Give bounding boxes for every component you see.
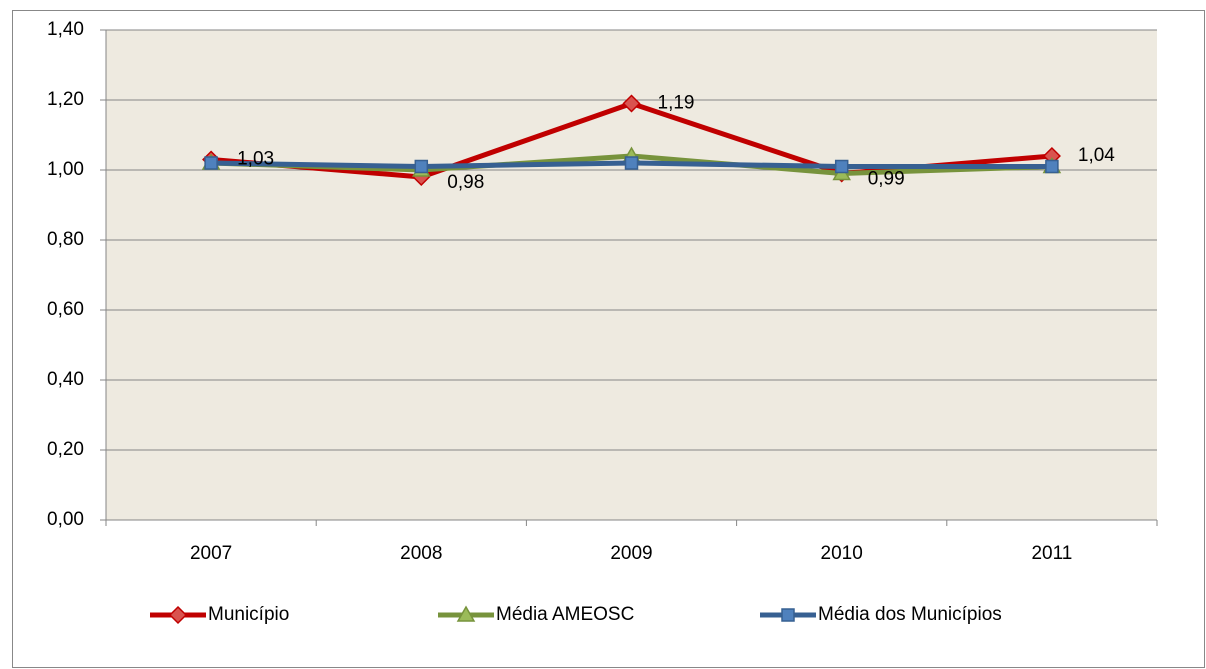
data-point <box>1045 159 1059 174</box>
data-label: 0,98 <box>447 172 484 193</box>
data-point <box>622 94 641 113</box>
data-point <box>414 159 429 174</box>
legend-label: Média AMEOSC <box>496 604 634 625</box>
data-label: 1,19 <box>658 93 695 114</box>
x-tick-label: 2007 <box>190 543 232 564</box>
x-tick-label: 2010 <box>821 543 863 564</box>
data-point <box>204 156 218 170</box>
y-tick-label: 0,00 <box>47 509 84 530</box>
legend-marker <box>456 605 476 622</box>
legend-label: Média dos Municípios <box>818 604 1002 625</box>
data-label: 1,03 <box>237 149 274 170</box>
legend-label: Município <box>208 604 289 625</box>
y-tick-label: 0,20 <box>47 439 84 460</box>
data-label: 1,04 <box>1078 145 1115 166</box>
data-label: 0,99 <box>868 169 905 190</box>
y-tick-label: 1,20 <box>47 89 84 110</box>
y-tick-label: 0,40 <box>47 369 84 390</box>
y-tick-label: 1,40 <box>47 19 84 40</box>
x-tick-label: 2009 <box>610 543 652 564</box>
x-tick-label: 2008 <box>400 543 442 564</box>
data-point <box>624 156 639 170</box>
y-tick-label: 0,60 <box>47 299 84 320</box>
legend-marker <box>168 605 188 625</box>
x-tick-label: 2011 <box>1031 543 1072 564</box>
y-tick-label: 0,80 <box>47 229 84 250</box>
legend-marker <box>781 608 795 622</box>
y-tick-label: 1,00 <box>47 159 84 180</box>
data-point <box>834 159 849 174</box>
